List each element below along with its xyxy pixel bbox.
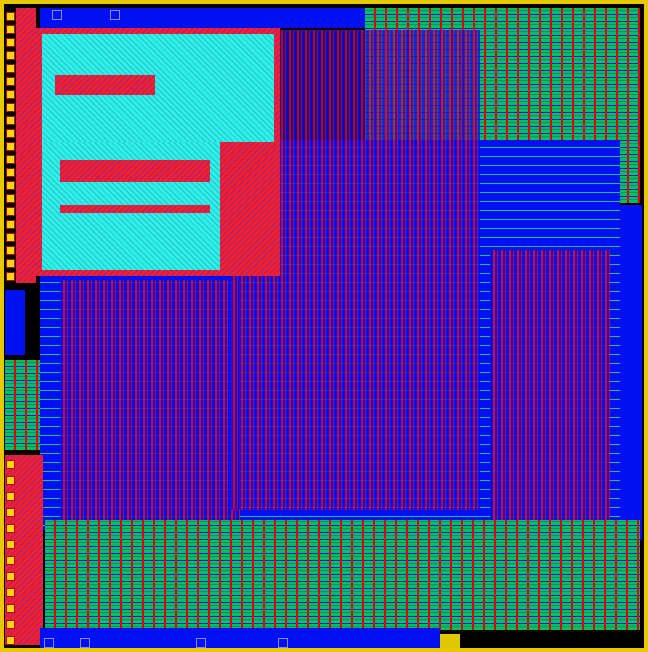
left-io-column: [16, 8, 36, 283]
left-logic: [5, 360, 40, 450]
io-pad: [6, 142, 15, 151]
io-pad: [6, 233, 15, 242]
corner-pad: [440, 634, 460, 648]
io-pad: [6, 38, 15, 47]
io-pad: [6, 155, 15, 164]
io-pad: [6, 572, 15, 581]
io-pad: [6, 460, 15, 469]
io-pad: [6, 636, 15, 645]
left-io-lower: [5, 455, 43, 645]
io-pad: [6, 129, 15, 138]
io-pad: [6, 220, 15, 229]
io-pad: [6, 168, 15, 177]
io-pad: [6, 90, 15, 99]
io-pad: [6, 51, 15, 60]
io-pad: [6, 588, 15, 597]
sram-wordline: [60, 205, 210, 213]
io-pad: [6, 103, 15, 112]
bond-pad: [278, 638, 288, 648]
io-pad: [6, 259, 15, 268]
bottom-power-strip: [40, 628, 440, 648]
io-pad: [6, 12, 15, 21]
sram-wordline: [60, 160, 210, 182]
bond-pad: [110, 10, 120, 20]
io-pad: [6, 272, 15, 281]
io-pad: [6, 604, 15, 613]
sram-wordline: [55, 75, 155, 95]
top-power-strip: [40, 8, 365, 28]
io-pad: [6, 620, 15, 629]
io-pad: [6, 25, 15, 34]
bond-pad: [196, 638, 206, 648]
io-pad: [6, 508, 15, 517]
io-pad: [6, 77, 15, 86]
bond-pad: [44, 638, 54, 648]
bond-pad: [80, 638, 90, 648]
io-pad: [6, 524, 15, 533]
core-logic-right: [490, 250, 610, 530]
io-pad: [6, 246, 15, 255]
io-pad: [6, 64, 15, 73]
io-pad: [6, 540, 15, 549]
left-io-strip: [5, 290, 25, 355]
bond-pad: [52, 10, 62, 20]
io-pad: [6, 181, 15, 190]
bottom-logic: [45, 520, 640, 630]
io-pad: [6, 116, 15, 125]
io-pad: [6, 492, 15, 501]
core-logic-left: [60, 280, 240, 520]
io-pad: [6, 194, 15, 203]
io-pad: [6, 207, 15, 216]
io-pad: [6, 476, 15, 485]
io-pad: [6, 556, 15, 565]
right-power-strip: [620, 205, 642, 540]
